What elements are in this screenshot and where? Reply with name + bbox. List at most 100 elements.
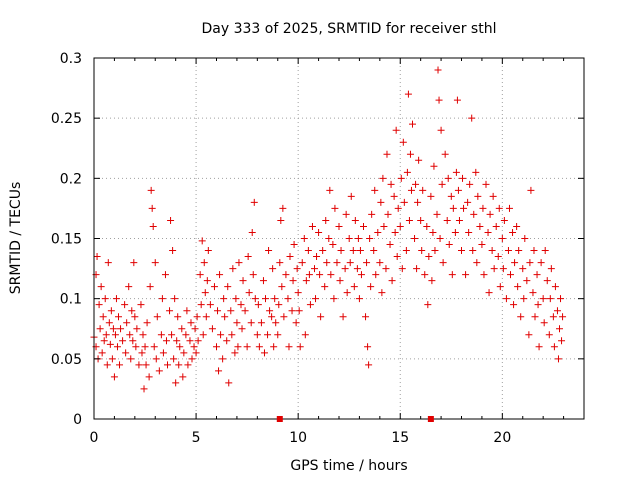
data-point xyxy=(414,198,422,206)
data-point xyxy=(535,343,543,351)
data-point xyxy=(175,361,183,369)
data-point xyxy=(141,343,149,351)
data-point xyxy=(480,271,488,279)
y-tick-label: 0.05 xyxy=(51,352,82,368)
data-point xyxy=(388,277,396,285)
data-point xyxy=(167,216,175,224)
data-point xyxy=(317,313,325,321)
data-point xyxy=(390,192,398,200)
data-point xyxy=(550,343,558,351)
data-point xyxy=(551,283,559,291)
data-point xyxy=(155,367,163,375)
data-point xyxy=(549,313,557,321)
data-point xyxy=(294,289,302,297)
data-point xyxy=(382,265,390,273)
data-point xyxy=(115,313,122,321)
data-point xyxy=(380,222,388,230)
data-point xyxy=(129,337,137,345)
data-point xyxy=(356,247,364,255)
data-point xyxy=(194,337,202,345)
data-point xyxy=(438,180,446,188)
data-point xyxy=(248,228,256,236)
data-point xyxy=(197,301,205,309)
data-point xyxy=(479,204,487,212)
data-point xyxy=(184,361,192,369)
data-point xyxy=(132,343,140,351)
data-point xyxy=(104,259,112,267)
data-point xyxy=(434,66,442,74)
data-point xyxy=(304,247,312,255)
data-point xyxy=(407,186,415,194)
data-point xyxy=(367,283,375,291)
data-point xyxy=(98,349,106,357)
data-point xyxy=(372,271,380,279)
data-point xyxy=(449,204,457,212)
data-point xyxy=(366,235,374,242)
data-point xyxy=(533,271,541,279)
data-point xyxy=(116,361,124,369)
data-point xyxy=(327,271,335,279)
data-point xyxy=(383,150,391,158)
data-point xyxy=(423,222,431,230)
data-point xyxy=(507,271,514,279)
data-point xyxy=(384,210,392,218)
data-point xyxy=(219,355,227,363)
data-point xyxy=(173,337,181,345)
data-point xyxy=(454,186,462,194)
data-point xyxy=(274,331,282,339)
data-point xyxy=(502,295,510,303)
data-point xyxy=(430,162,438,170)
data-point xyxy=(406,150,414,158)
data-point xyxy=(238,325,246,333)
data-point xyxy=(183,307,191,315)
data-point xyxy=(368,210,376,218)
data-point xyxy=(362,313,370,321)
data-point xyxy=(131,313,139,321)
data-point xyxy=(264,331,272,339)
data-point xyxy=(459,174,467,182)
data-point xyxy=(505,204,513,212)
data-point xyxy=(220,295,228,303)
x-tick-label: 15 xyxy=(391,430,409,446)
data-point xyxy=(534,301,542,309)
data-point xyxy=(443,216,451,224)
data-point xyxy=(266,307,274,315)
data-point xyxy=(523,277,531,285)
y-tick-label: 0.1 xyxy=(60,292,82,308)
data-point xyxy=(333,259,341,267)
data-point xyxy=(137,301,145,309)
data-point xyxy=(376,259,384,267)
data-point xyxy=(128,307,136,315)
axis-ticks xyxy=(93,57,584,420)
data-point xyxy=(168,331,176,339)
data-point xyxy=(251,295,259,303)
data-point xyxy=(343,289,351,297)
data-point xyxy=(201,289,209,297)
data-point xyxy=(499,265,507,273)
data-point xyxy=(174,313,182,321)
data-point xyxy=(482,180,490,188)
y-tick-label: 0.3 xyxy=(60,51,82,67)
data-point xyxy=(354,235,362,242)
data-point xyxy=(393,253,401,261)
data-point xyxy=(360,222,367,230)
data-point xyxy=(464,198,472,206)
data-point xyxy=(133,325,141,333)
data-point xyxy=(232,295,240,303)
data-point xyxy=(347,192,355,200)
data-point xyxy=(541,247,549,255)
data-point xyxy=(139,331,147,339)
data-point xyxy=(527,186,535,194)
data-point xyxy=(350,283,358,291)
data-point xyxy=(108,355,116,363)
y-tick-label: 0 xyxy=(73,412,82,428)
data-point xyxy=(149,222,157,230)
data-point xyxy=(436,235,444,242)
data-point xyxy=(210,283,218,291)
data-point xyxy=(392,126,400,134)
data-point xyxy=(336,277,344,285)
data-point xyxy=(419,186,427,194)
data-point xyxy=(313,253,321,261)
data-point xyxy=(337,247,345,255)
data-point xyxy=(100,337,108,345)
